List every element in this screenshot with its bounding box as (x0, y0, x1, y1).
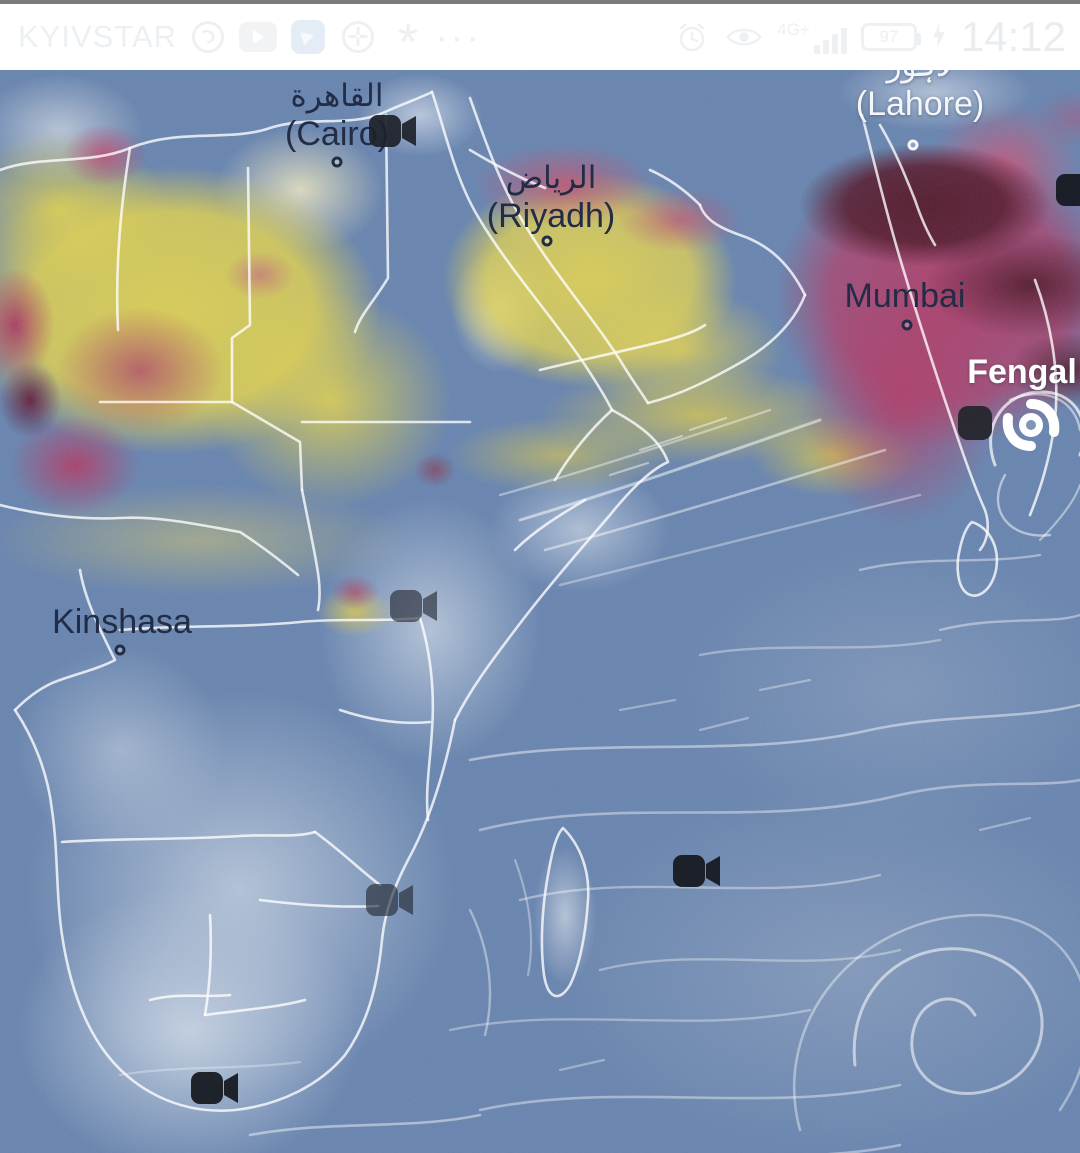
city-name-native: الرياض (505, 160, 597, 195)
city-name-latin: (Riyadh) (486, 196, 616, 235)
city-label-kinshasa[interactable]: Kinshasa (52, 602, 192, 643)
city-label-riyadh[interactable]: الرياض (Riyadh) (487, 160, 615, 236)
alarm-icon (673, 18, 711, 56)
city-dot-riyadh[interactable] (541, 235, 553, 247)
webcam-icon-east-africa[interactable] (389, 586, 439, 626)
signal-icon: 4G+ (777, 20, 847, 54)
city-name-latin: Mumbai (844, 277, 966, 315)
country-borders (0, 90, 1058, 1112)
battery-icon: 97 (860, 23, 921, 51)
clock-label: 14:12 (960, 13, 1066, 60)
more-icon: ··· (435, 14, 482, 59)
status-bar: KYIVSTAR ✛ * ··· (0, 4, 1080, 70)
move-icon: ✛ (339, 18, 377, 56)
webcam-icon-south-africa[interactable] (190, 1068, 240, 1108)
webcam-icon-fengal[interactable] (957, 402, 1007, 442)
webcam-icon-right-edge[interactable] (1055, 170, 1080, 210)
wind-streamlines (118, 390, 1080, 1153)
webcam-icon-cairo[interactable] (368, 111, 418, 151)
telegram-icon (289, 18, 327, 56)
storm-label-fengal[interactable]: Fengal (967, 353, 1077, 391)
youtube-icon (239, 18, 278, 56)
city-dot-mumbai[interactable] (901, 319, 913, 331)
carrier-label: KYIVSTAR (18, 19, 178, 54)
city-name-native: لاہور (856, 70, 985, 84)
city-label-lahore[interactable]: لاہور (Lahore) (856, 70, 985, 124)
map-geometry-svg (0, 70, 1080, 1153)
network-type-label: 4G+ (777, 20, 810, 39)
city-name-latin: Kinshasa (52, 603, 192, 641)
webcam-icon-indian-ocean[interactable] (672, 851, 722, 891)
webcam-icon-mozambique[interactable] (365, 880, 415, 920)
cyclone-icon[interactable] (1000, 394, 1062, 456)
status-bar-right: 4G+ 97 14:12 (673, 13, 1080, 61)
city-name-native: القاهرة (290, 78, 384, 113)
screen-top-strip (0, 0, 1080, 4)
eye-icon (725, 18, 763, 56)
city-label-mumbai[interactable]: Mumbai (845, 276, 966, 317)
status-bar-left: KYIVSTAR ✛ * ··· (0, 14, 482, 73)
viber-icon (189, 18, 227, 56)
city-dot-lahore[interactable] (907, 139, 919, 151)
charging-icon (931, 21, 947, 54)
city-dot-kinshasa[interactable] (114, 644, 126, 656)
weather-map[interactable]: القاهرة (Cairo) الرياض (Riyadh) لاہور (L… (0, 70, 1080, 1153)
asterisk-icon: * (397, 14, 419, 73)
city-name-latin: (Lahore) (855, 84, 985, 123)
city-dot-cairo[interactable] (331, 156, 343, 168)
battery-percent: 97 (879, 27, 899, 46)
